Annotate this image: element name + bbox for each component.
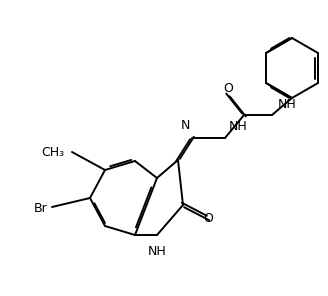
Text: NH: NH [278,98,297,111]
Text: NH: NH [148,245,166,258]
Text: O: O [203,212,213,224]
Text: N: N [181,119,190,132]
Text: Br: Br [33,202,47,215]
Text: O: O [223,82,233,95]
Text: NH: NH [229,120,248,133]
Text: CH₃: CH₃ [41,146,64,158]
